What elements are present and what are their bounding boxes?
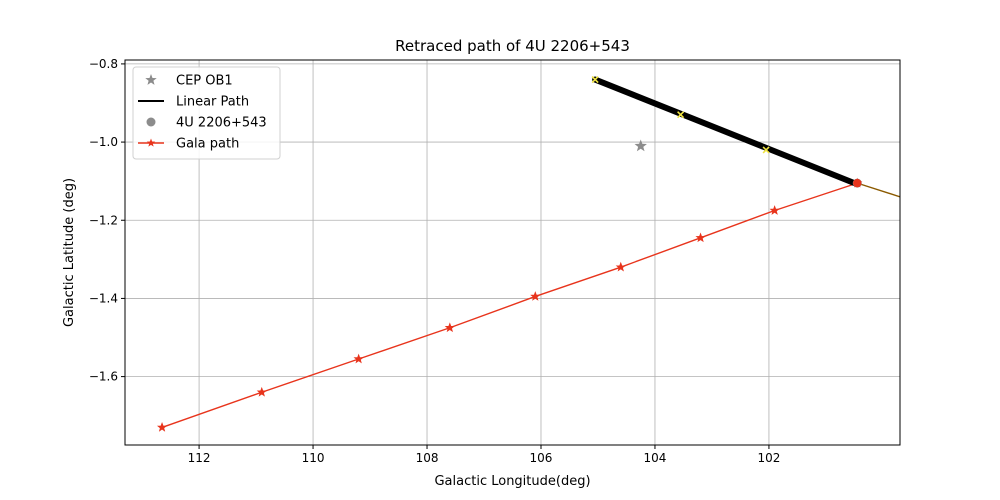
plot-area [156, 75, 900, 432]
x-tick-label: 106 [530, 451, 553, 465]
series-layer [156, 75, 900, 432]
cep-ob1-point [634, 139, 647, 152]
x-tick-label: 102 [757, 451, 780, 465]
legend-label: Gala path [176, 137, 239, 152]
gala-path-point [615, 261, 626, 272]
x-tick-label: 104 [644, 451, 667, 465]
gala-path-point [769, 205, 780, 215]
y-tick-label: −1.6 [89, 370, 118, 384]
legend-marker [145, 74, 157, 85]
linear-path-marker [762, 146, 770, 154]
gala-path-point [353, 353, 364, 364]
x-tick-label: 112 [188, 451, 211, 465]
ticks: 112 110 108 106 104 102 −0.8 −1.0 −1.2 −1.4 −1.6 [89, 57, 781, 465]
y-tick-label: −1.4 [89, 291, 118, 305]
x-axis-label: Galactic Longitude(deg) [434, 474, 590, 489]
legend-box [132, 66, 281, 160]
axes-frame [124, 59, 901, 446]
legend-marker [146, 117, 156, 127]
y-tick-label: −1.0 [89, 135, 118, 149]
linear-path-marker [591, 75, 599, 84]
gala-path-point [530, 291, 541, 301]
chart-title: Retraced path of 4U 2206+543 [395, 37, 630, 55]
gala-path-point [256, 386, 267, 397]
legend-marker [146, 138, 156, 147]
x-tick-label: 110 [302, 451, 325, 465]
extension-line [857, 182, 900, 198]
y-axis-label: Galactic Latitude (deg) [62, 178, 77, 327]
legend: CEP OB1 Linear Path 4U 2206+543 Gala path [132, 66, 281, 160]
linear-path-line [592, 76, 858, 187]
x-tick-label: 108 [416, 451, 439, 465]
gala-path-point [695, 232, 706, 243]
gala-path-point [444, 322, 455, 333]
legend-label: 4U 2206+543 [176, 116, 267, 131]
legend-label: CEP OB1 [176, 74, 233, 89]
gala-start-point [853, 178, 862, 188]
legend-label: Linear Path [176, 95, 249, 110]
gala-path-point [156, 422, 168, 432]
y-tick-label: −1.2 [89, 213, 118, 227]
y-tick-label: −0.8 [89, 57, 118, 71]
linear-path-marker [677, 111, 685, 119]
